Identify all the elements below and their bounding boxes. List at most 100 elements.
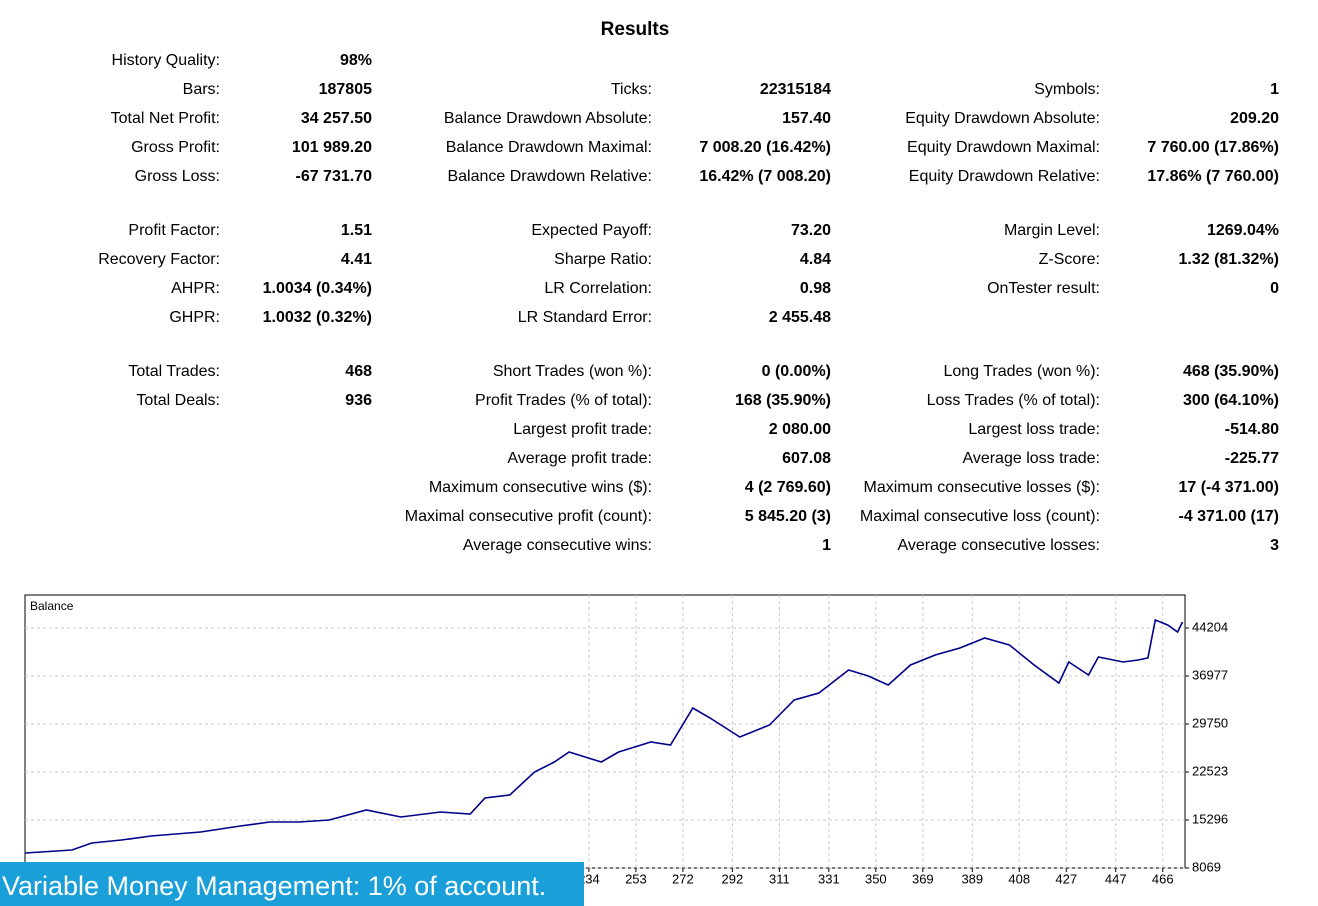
stat-value: 17.86% (7 760.00) — [1147, 168, 1279, 185]
stat-label: Maximum consecutive wins ($): — [429, 479, 652, 496]
stat-label: Average consecutive wins: — [463, 537, 652, 554]
stat-value: 4.84 — [800, 251, 831, 268]
report-title: Results — [601, 19, 670, 40]
stat-label: Equity Drawdown Relative: — [909, 168, 1100, 185]
stat-value: -4 371.00 (17) — [1178, 508, 1279, 525]
stat-value: 0.98 — [800, 280, 831, 297]
stat-value: 300 (64.10%) — [1183, 392, 1279, 409]
stat-label: Gross Loss: — [135, 168, 220, 185]
stat-value: 3 — [1270, 537, 1279, 554]
stat-value: 4.41 — [341, 251, 372, 268]
stat-label: Maximum consecutive losses ($): — [863, 479, 1100, 496]
stat-value: 1 — [1270, 81, 1279, 98]
stat-label: LR Correlation: — [544, 280, 652, 297]
x-tick-label: 331 — [818, 871, 840, 886]
stat-label: Ticks: — [611, 81, 652, 98]
stat-label: History Quality: — [112, 52, 220, 69]
stat-label: Average consecutive losses: — [898, 537, 1100, 554]
banner-bg — [0, 862, 584, 906]
stat-label: Margin Level: — [1004, 222, 1100, 239]
stat-label: Balance Drawdown Absolute: — [444, 110, 652, 127]
balance-chart: Balance 80691529622523297503697744204234… — [24, 594, 1228, 886]
stat-value: 1.32 (81.32%) — [1178, 251, 1279, 268]
x-tick-label: 272 — [672, 871, 694, 886]
stat-value: 2 455.48 — [769, 309, 831, 326]
stat-value: 607.08 — [782, 450, 831, 467]
stat-label: AHPR: — [171, 280, 220, 297]
banner-text: Variable Money Management: 1% of account… — [2, 871, 546, 901]
stat-value: -225.77 — [1225, 450, 1279, 467]
stat-label: Sharpe Ratio: — [554, 251, 652, 268]
stat-label: Average loss trade: — [962, 450, 1100, 467]
stat-value: 101 989.20 — [292, 139, 372, 156]
x-tick-label: 389 — [961, 871, 983, 886]
stats: History Quality: 98% Bars: 187805 Ticks: 2231… — [98, 52, 1279, 554]
stat-value: 1269.04% — [1207, 222, 1279, 239]
y-tick-label: 15296 — [1192, 811, 1228, 826]
x-tick-label: 350 — [865, 871, 887, 886]
x-tick-label: 447 — [1105, 871, 1127, 886]
stat-value: 157.40 — [782, 110, 831, 127]
y-tick-label: 29750 — [1192, 715, 1228, 730]
stat-value: 468 (35.90%) — [1183, 363, 1279, 380]
balance-line — [24, 618, 1184, 854]
stat-value: 22315184 — [760, 81, 831, 98]
x-tick-label: 427 — [1055, 871, 1077, 886]
stat-value: 1.0032 (0.32%) — [263, 309, 372, 326]
stat-value: 98% — [340, 52, 372, 69]
y-tick-label: 22523 — [1192, 763, 1228, 778]
stat-label: Z-Score: — [1039, 251, 1100, 268]
stat-value: 209.20 — [1230, 110, 1279, 127]
stat-label: Total Trades: — [128, 363, 220, 380]
stat-value: 2 080.00 — [769, 421, 831, 438]
y-tick-label: 36977 — [1192, 667, 1228, 682]
stat-value: 1 — [822, 537, 831, 554]
x-tick-label: 292 — [722, 871, 744, 886]
stat-value: -514.80 — [1225, 421, 1279, 438]
stat-value: 7 760.00 (17.86%) — [1147, 139, 1279, 156]
stat-value: 187805 — [319, 81, 372, 98]
stat-label: Largest profit trade: — [513, 421, 652, 438]
stat-label: Balance Drawdown Relative: — [447, 168, 652, 185]
stat-value: 0 — [1270, 280, 1279, 297]
x-tick-label: 253 — [625, 871, 647, 886]
stat-label: Short Trades (won %): — [493, 363, 652, 380]
stat-value: 936 — [345, 392, 372, 409]
stat-label: Equity Drawdown Maximal: — [907, 139, 1100, 156]
stat-value: 4 (2 769.60) — [745, 479, 831, 496]
stat-label: OnTester result: — [987, 280, 1100, 297]
stat-label: Long Trades (won %): — [943, 363, 1100, 380]
stat-label: Average profit trade: — [507, 450, 652, 467]
stat-label: Maximal consecutive profit (count): — [405, 508, 652, 525]
stat-label: Symbols: — [1034, 81, 1100, 98]
stat-value: 17 (-4 371.00) — [1178, 479, 1279, 496]
stat-value: 73.20 — [791, 222, 831, 239]
stat-value: 468 — [345, 363, 372, 380]
stat-value: 1.51 — [341, 222, 372, 239]
stat-label: Balance Drawdown Maximal: — [446, 139, 652, 156]
stat-label: Expected Payoff: — [531, 222, 652, 239]
stat-value: 0 (0.00%) — [762, 363, 831, 380]
x-tick-label: 311 — [769, 871, 790, 886]
stat-label: Recovery Factor: — [98, 251, 220, 268]
stat-value: 34 257.50 — [301, 110, 372, 127]
stat-value: 7 008.20 (16.42%) — [699, 139, 831, 156]
stat-value: 16.42% (7 008.20) — [699, 168, 831, 185]
stat-label: Profit Factor: — [128, 222, 220, 239]
stat-value: 1.0034 (0.34%) — [263, 280, 372, 297]
x-tick-label: 466 — [1152, 871, 1174, 886]
x-tick-label: 369 — [912, 871, 934, 886]
y-tick-label: 8069 — [1192, 859, 1221, 874]
stat-label: Total Deals: — [136, 392, 220, 409]
chart-frame — [24, 594, 1186, 869]
stat-label: Total Net Profit: — [111, 110, 220, 127]
x-tick-label: 408 — [1008, 871, 1030, 886]
stat-label: Maximal consecutive loss (count): — [860, 508, 1100, 525]
stat-value: 5 845.20 (3) — [745, 508, 831, 525]
stat-label: Equity Drawdown Absolute: — [905, 110, 1100, 127]
stat-label: GHPR: — [169, 309, 220, 326]
stat-label: Loss Trades (% of total): — [927, 392, 1100, 409]
chart-title: Balance — [30, 599, 74, 613]
stat-label: Gross Profit: — [131, 139, 220, 156]
